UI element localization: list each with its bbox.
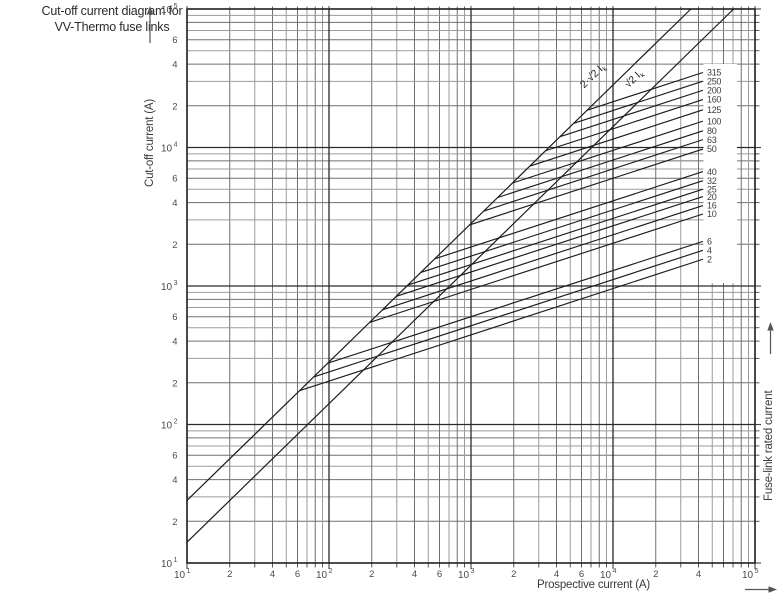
x-major-tick-label: 10 3 — [458, 568, 475, 581]
fuse-rating-label: 20 — [707, 192, 717, 202]
y-minor-tick-label: 2 — [172, 517, 177, 528]
fuse-rating-label: 10 — [707, 209, 717, 219]
fuse-rating-label: 100 — [707, 116, 721, 126]
y-minor-tick-label: 2 — [172, 101, 177, 112]
fuse-rating-label: 80 — [707, 126, 717, 136]
y-minor-tick-label: 6 — [172, 312, 177, 323]
x-major-tick-label: 10 1 — [174, 568, 191, 581]
x-minor-tick-label: 4 — [554, 569, 559, 580]
x-minor-tick-label: 6 — [579, 569, 584, 580]
y-minor-tick-label: 6 — [172, 174, 177, 185]
y-major-tick-label: 10 1 — [161, 557, 178, 570]
x-minor-tick-label: 2 — [227, 569, 232, 580]
fuse-rating-label: 50 — [707, 144, 717, 154]
x-tick-labels: 10 1 10 2 10 3 10 4 10 5 2 4 6 2 4 6 2 4 6 2 4 — [174, 568, 759, 581]
x-minor-tick-label: 6 — [437, 569, 442, 580]
chart-title-line2: VV-Thermo fuse links — [54, 20, 170, 35]
y-minor-tick-label: 6 — [172, 35, 177, 46]
plot-frame — [186, 8, 756, 564]
fuse-rating-label: 250 — [707, 76, 721, 86]
fuse-rating-label: 40 — [707, 167, 717, 177]
x-major-tick-label: 10 5 — [742, 568, 759, 581]
x-minor-tick-label: 4 — [412, 569, 417, 580]
y-major-tick-label: 10 2 — [161, 419, 178, 432]
y-minor-tick-label: 4 — [172, 60, 177, 71]
y-minor-tick-label: 2 — [172, 240, 177, 251]
y-axis-arrow-icon — [146, 6, 154, 15]
right-axis-arrow-icon — [767, 322, 774, 331]
y-minor-tick-label: 2 — [172, 378, 177, 389]
y-minor-tick-label: 6 — [172, 451, 177, 462]
x-minor-tick-label: 2 — [511, 569, 516, 580]
x-axis-label: Prospective current (A) — [537, 579, 650, 591]
y-minor-tick-label: 4 — [172, 475, 177, 486]
fuse-rating-label: 63 — [707, 135, 717, 145]
fuse-rating-label: 16 — [707, 201, 717, 211]
x-axis-arrow-icon — [768, 586, 777, 593]
y-minor-tick-label: 4 — [172, 198, 177, 209]
x-minor-tick-label: 6 — [295, 569, 300, 580]
x-minor-tick-label: 2 — [653, 569, 658, 580]
x-minor-tick-label: 4 — [270, 569, 275, 580]
fuse-rating-label: 6 — [707, 237, 712, 247]
fuse-rating-label: 125 — [707, 105, 721, 115]
rating-label-mask — [703, 64, 737, 283]
x-minor-tick-label: 2 — [369, 569, 374, 580]
reference-line-label: 2·√2 Ik — [578, 61, 609, 92]
fuse-rating-label: 4 — [707, 246, 712, 256]
x-major-tick-label: 10 2 — [316, 568, 333, 581]
y-major-tick-label: 10 4 — [161, 142, 178, 155]
x-minor-tick-label: 4 — [696, 569, 701, 580]
fuse-rating-label: 25 — [707, 184, 717, 194]
y-major-tick-label: 10 3 — [161, 280, 178, 293]
fuse-rating-label: 160 — [707, 95, 721, 105]
fuse-curves — [299, 71, 704, 392]
axis-arrows — [146, 6, 777, 593]
fuse-rating-label: 32 — [707, 176, 717, 186]
fuse-rating-label: 2 — [707, 254, 712, 264]
y-minor-tick-label: 4 — [172, 337, 177, 348]
fuse-rating-label: 315 — [707, 68, 721, 78]
y-major-tick-label: 10 5 — [161, 3, 178, 16]
x-major-tick-label: 10 4 — [600, 568, 617, 581]
fuse-rating-label: 200 — [707, 85, 721, 95]
reference-line-label: √2 Ik — [622, 67, 647, 92]
